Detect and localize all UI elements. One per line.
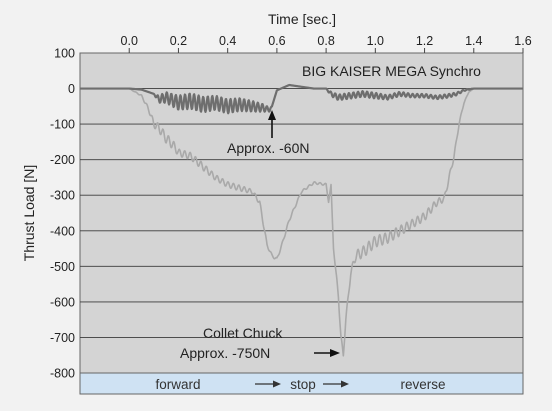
x-tick-label: 0.2 [170,34,187,48]
annotation-approx-750: Approx. -750N [180,345,270,361]
y-tick-label: 100 [54,47,75,61]
x-tick-label: 1.6 [514,34,531,48]
series-line-collet-chuck [79,87,524,357]
x-axis-title: Time [sec.] [268,11,336,27]
x-tick-label: 1.0 [367,34,384,48]
y-tick-label: -800 [50,367,75,381]
x-tick-label: 0.6 [268,34,285,48]
y-tick-label: -600 [50,295,75,309]
band-stop: stop [290,377,316,392]
series-line-mega-synchro [79,83,524,115]
arrow-right-icon [323,380,349,388]
y-tick-label: -300 [50,189,75,203]
arrow-right-icon [314,349,340,357]
x-tick-label: 1.4 [465,34,482,48]
direction-band [79,372,524,395]
series-lines [79,83,524,357]
plot-area [79,52,524,374]
arrow-up-icon [268,110,276,138]
x-tick-label: 0.4 [219,34,236,48]
y-tick-label: -100 [50,118,75,132]
annotation-approx-60: Approx. -60N [227,140,309,156]
y-tick-label: -700 [50,331,75,345]
annotation-collet-chuck: Collet Chuck [203,325,283,341]
y-axis-ticks: 100 0 -100 -200 -300 -400 -500 -600 -700 -800 [50,47,75,381]
x-tick-label: 1.2 [416,34,433,48]
y-tick-label: -400 [50,224,75,238]
x-axis-ticks: 0.0 0.2 0.4 0.6 0.8 1.0 1.2 1.4 1.6 [121,34,532,53]
y-tick-label: 0 [68,82,75,96]
y-axis-title: Thrust Load [N] [21,165,37,262]
legend-mega-synchro: BIG KAISER MEGA Synchro [302,63,481,79]
x-tick-label: 0.8 [317,34,334,48]
band-forward: forward [155,377,200,392]
band-reverse: reverse [400,377,445,392]
y-tick-label: -200 [50,153,75,167]
arrow-right-icon [255,380,281,388]
y-tick-label: -500 [50,260,75,274]
x-tick-label: 0.0 [121,34,138,48]
